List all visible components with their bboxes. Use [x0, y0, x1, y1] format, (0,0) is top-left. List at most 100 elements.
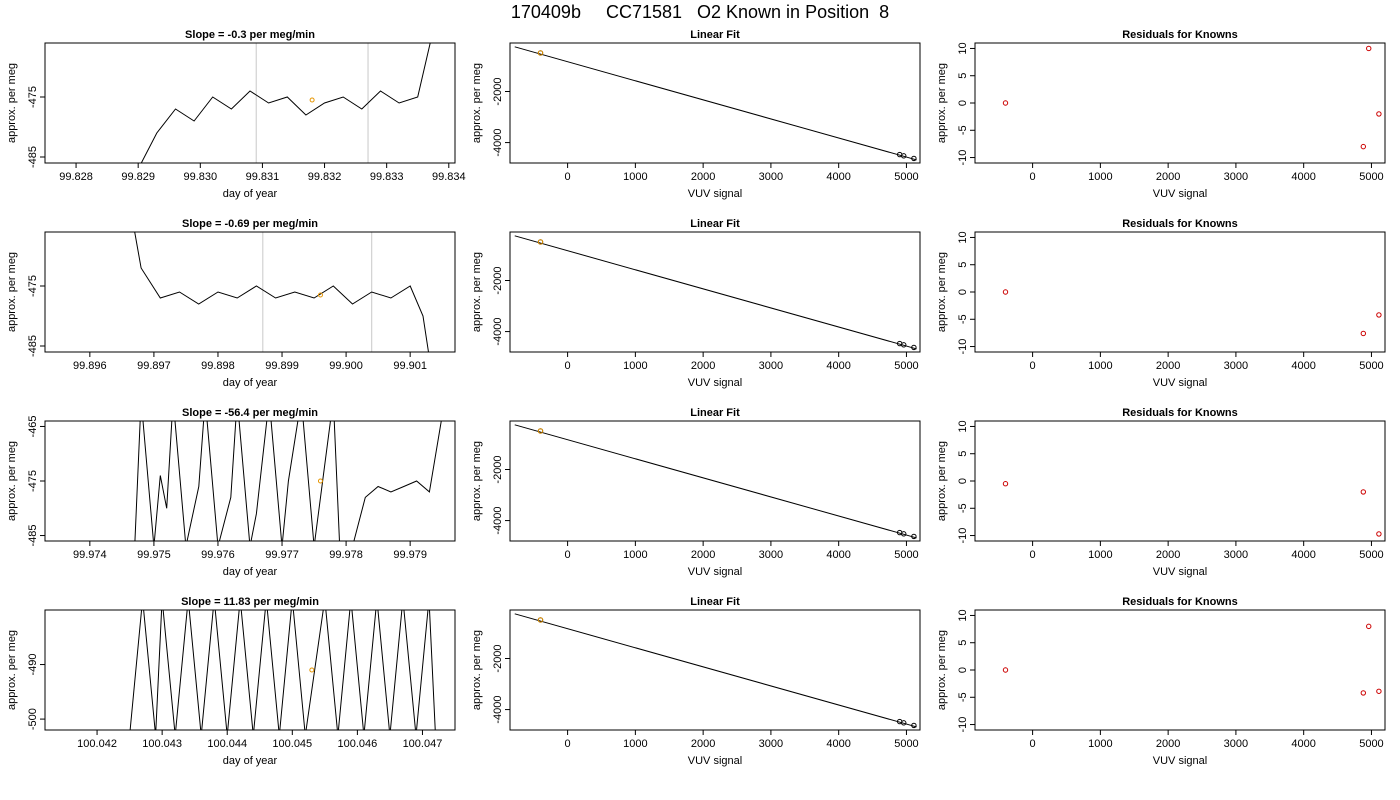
data-point: [1360, 690, 1367, 696]
data-point: [309, 667, 315, 673]
y-tick-label: -4000: [492, 507, 504, 535]
panel-4-1: Slope = 11.83 per meg/min 100.042 100.043 1…: [6, 596, 456, 767]
panel-title: Linear Fit: [690, 596, 740, 608]
data-point: [1360, 330, 1367, 337]
y-axis-label: approx. per meg: [471, 252, 483, 332]
data-point: [317, 478, 323, 484]
y-tick-label: -485: [27, 146, 39, 168]
plot-frame: [44, 231, 456, 353]
x-tick-label: 99.834: [432, 171, 466, 183]
panel-2-2: Linear Fit 0 1000 2000 3000 4000 5000 -2000 -400…: [471, 218, 921, 389]
x-tick-label: 1000: [623, 360, 647, 372]
x-tick-label: 3000: [759, 549, 783, 561]
y-tick-label: 0: [957, 478, 969, 484]
panel-title: Residuals for Knowns: [1122, 407, 1238, 419]
plot-frame: [974, 420, 1386, 542]
x-tick-label: 1000: [1088, 738, 1112, 750]
series-line: [140, 43, 431, 163]
x-tick-label: 1000: [1088, 171, 1112, 183]
x-tick-label: 99.896: [73, 360, 107, 372]
x-tick-label: 99.978: [329, 549, 363, 561]
x-axis-label: VUV signal: [688, 377, 742, 389]
data-point: [1360, 489, 1367, 495]
y-tick-label: -490: [27, 654, 39, 676]
x-tick-label: 2000: [691, 549, 715, 561]
x-tick-label: 99.833: [370, 171, 404, 183]
y-axis-label: approx. per meg: [6, 630, 18, 710]
x-tick-label: 4000: [826, 738, 850, 750]
plot-frame: [974, 231, 1386, 353]
x-axis-label: day of year: [223, 755, 278, 767]
x-tick-label: 1000: [623, 549, 647, 561]
x-tick-label: 3000: [759, 360, 783, 372]
panel-title: Linear Fit: [690, 407, 740, 419]
x-tick-label: 5000: [894, 738, 918, 750]
data-point: [1360, 143, 1367, 150]
data-point: [537, 239, 544, 245]
plot-frame: [509, 231, 921, 353]
x-tick-label: 99.900: [329, 360, 363, 372]
data-point: [1366, 623, 1372, 630]
y-axis-label: approx. per meg: [936, 630, 948, 710]
x-tick-label: 5000: [1359, 360, 1383, 372]
data-point: [1376, 312, 1382, 318]
y-axis-label: approx. per meg: [6, 441, 18, 521]
x-tick-label: 4000: [1291, 360, 1315, 372]
x-tick-label: 99.830: [183, 171, 217, 183]
figure-title: 170409b CC71581 O2 Known in Position 8: [510, 2, 890, 22]
y-tick-label: 5: [957, 262, 969, 268]
y-axis-label: approx. per meg: [471, 441, 483, 521]
x-tick-label: 0: [1030, 360, 1036, 372]
data-point: [901, 720, 907, 726]
y-tick-label: -485: [27, 335, 39, 357]
plot-frame: [509, 42, 921, 164]
y-tick-label: -10: [957, 717, 969, 733]
x-axis-label: VUV signal: [1153, 755, 1207, 767]
panel-3-3: Residuals for Knowns 0 1000 2000 3000 4000 500…: [936, 407, 1386, 578]
panel-4-3: Residuals for Knowns 0 1000 2000 3000 4000 500…: [936, 596, 1386, 767]
data-point: [1376, 111, 1382, 117]
x-tick-label: 5000: [894, 171, 918, 183]
fit-line: [514, 46, 917, 161]
data-point: [1366, 45, 1372, 52]
x-tick-label: 0: [1030, 171, 1036, 183]
x-tick-label: 99.975: [137, 549, 171, 561]
data-point: [317, 292, 323, 298]
x-axis-label: day of year: [223, 566, 278, 578]
x-tick-label: 99.897: [137, 360, 171, 372]
y-tick-label: -4000: [492, 318, 504, 346]
x-axis-label: VUV signal: [1153, 188, 1207, 200]
y-tick-label: -5: [957, 314, 969, 324]
fit-line: [514, 235, 917, 350]
panel-title: Slope = -0.69 per meg/min: [182, 218, 318, 230]
x-tick-label: 100.046: [337, 738, 377, 750]
y-tick-label: -2000: [492, 644, 504, 672]
plot-frame: [974, 609, 1386, 731]
y-tick-label: 0: [957, 667, 969, 673]
panel-1-2: Linear Fit 0 1000 2000 3000 4000 5000 -2000 -400…: [471, 29, 921, 200]
data-point: [1002, 100, 1009, 106]
x-tick-label: 99.901: [393, 360, 427, 372]
x-tick-label: 3000: [1224, 171, 1248, 183]
y-tick-label: 5: [957, 640, 969, 646]
data-point: [537, 428, 544, 434]
plot-frame: [44, 609, 456, 731]
y-axis-label: approx. per meg: [471, 630, 483, 710]
fit-line: [514, 613, 917, 728]
x-tick-label: 2000: [691, 360, 715, 372]
x-tick-label: 4000: [1291, 171, 1315, 183]
panel-3-2: Linear Fit 0 1000 2000 3000 4000 5000 -2000 -400…: [471, 407, 921, 578]
x-tick-label: 99.898: [201, 360, 235, 372]
x-tick-label: 3000: [1224, 360, 1248, 372]
x-tick-label: 5000: [894, 549, 918, 561]
data-point: [911, 722, 917, 729]
x-tick-label: 100.047: [403, 738, 443, 750]
y-tick-label: -465: [27, 415, 39, 437]
x-axis-label: VUV signal: [688, 566, 742, 578]
x-axis-label: day of year: [223, 377, 278, 389]
y-tick-label: -2000: [492, 77, 504, 105]
x-tick-label: 99.828: [59, 171, 93, 183]
panel-title: Residuals for Knowns: [1122, 29, 1238, 41]
panel-title: Slope = -56.4 per meg/min: [182, 407, 318, 419]
x-tick-label: 99.977: [265, 549, 299, 561]
